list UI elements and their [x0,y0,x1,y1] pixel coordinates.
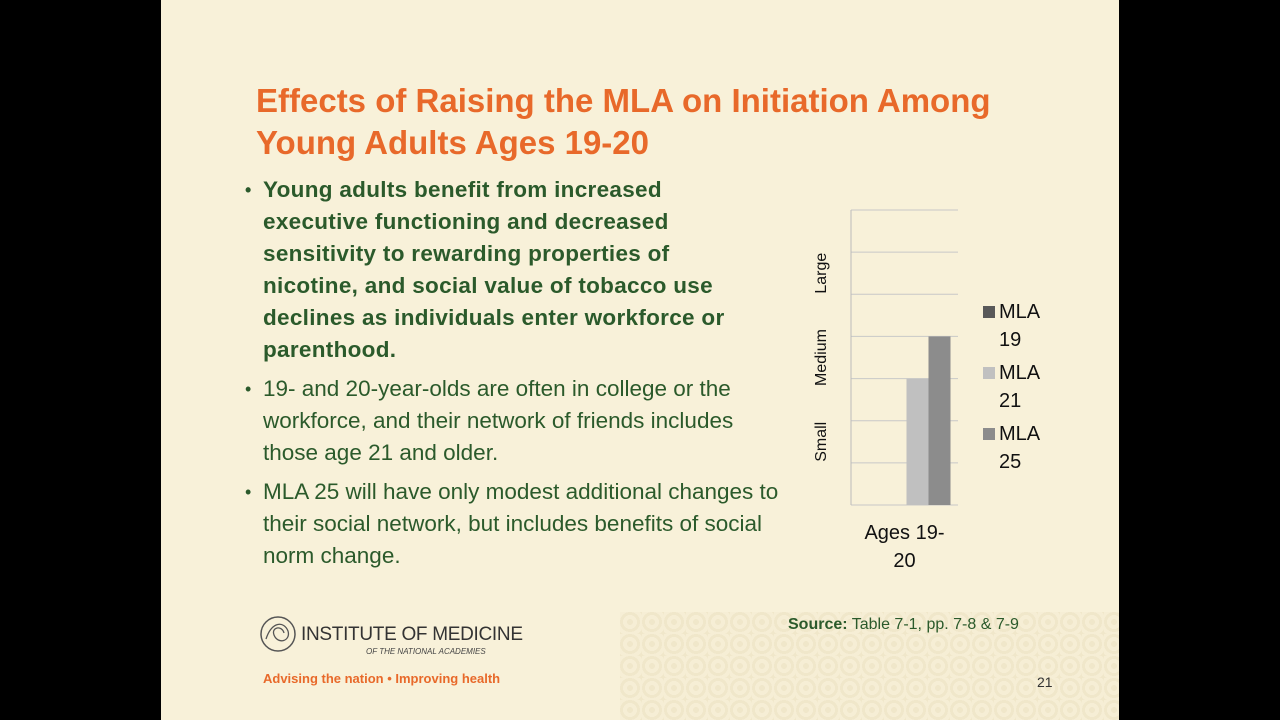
page-number: 21 [1037,674,1053,690]
bullet-dot: • [245,379,252,399]
bullet-text: MLA 25 will have only modest additional … [263,479,779,568]
logo-name: INSTITUTE OF MEDICINE [301,624,523,645]
logo-mark [260,616,296,652]
source: Source: Table 7-1, pp. 7-8 & 7-9 [788,616,1019,634]
source-text: Table 7-1, pp. 7-8 & 7-9 [851,616,1019,633]
decorative-pattern [620,612,1119,720]
bullet-text: Young adults benefit from increased exec… [263,177,725,362]
y-tick-label: Large [813,253,830,294]
y-tick-label: Medium [813,329,830,386]
bullet-text: 19- and 20-year-olds are often in colleg… [263,376,734,465]
slide-title: Effects of Raising the MLA on Initiation… [256,82,991,161]
bullet: • 19- and 20-year-olds are often in colle… [245,373,785,469]
slide: Effects of Raising the MLA on Initiation… [161,0,1119,720]
bullet-dot: • [245,482,252,502]
source-label: Source: [788,616,848,633]
x-tick-label: Ages 19-20 [864,522,945,572]
bullet: • Young adults benefit from increased ex… [245,174,745,366]
legend-swatch [983,367,995,379]
legend-swatch [983,306,995,318]
legend-label: MLA 21 [999,362,1040,412]
logo-subname: OF THE NATIONAL ACADEMIES [366,647,486,656]
logo-tagline: Advising the nation • Improving health [263,671,501,686]
bar [906,378,929,505]
bar [928,336,951,505]
legend-swatch [983,428,995,440]
y-tick-label: Small [813,422,830,462]
bullet-dot: • [245,180,252,200]
legend-label: MLA 25 [999,423,1040,473]
bullet: • MLA 25 will have only modest additional… [245,476,785,572]
legend-label: MLA 19 [999,301,1040,351]
